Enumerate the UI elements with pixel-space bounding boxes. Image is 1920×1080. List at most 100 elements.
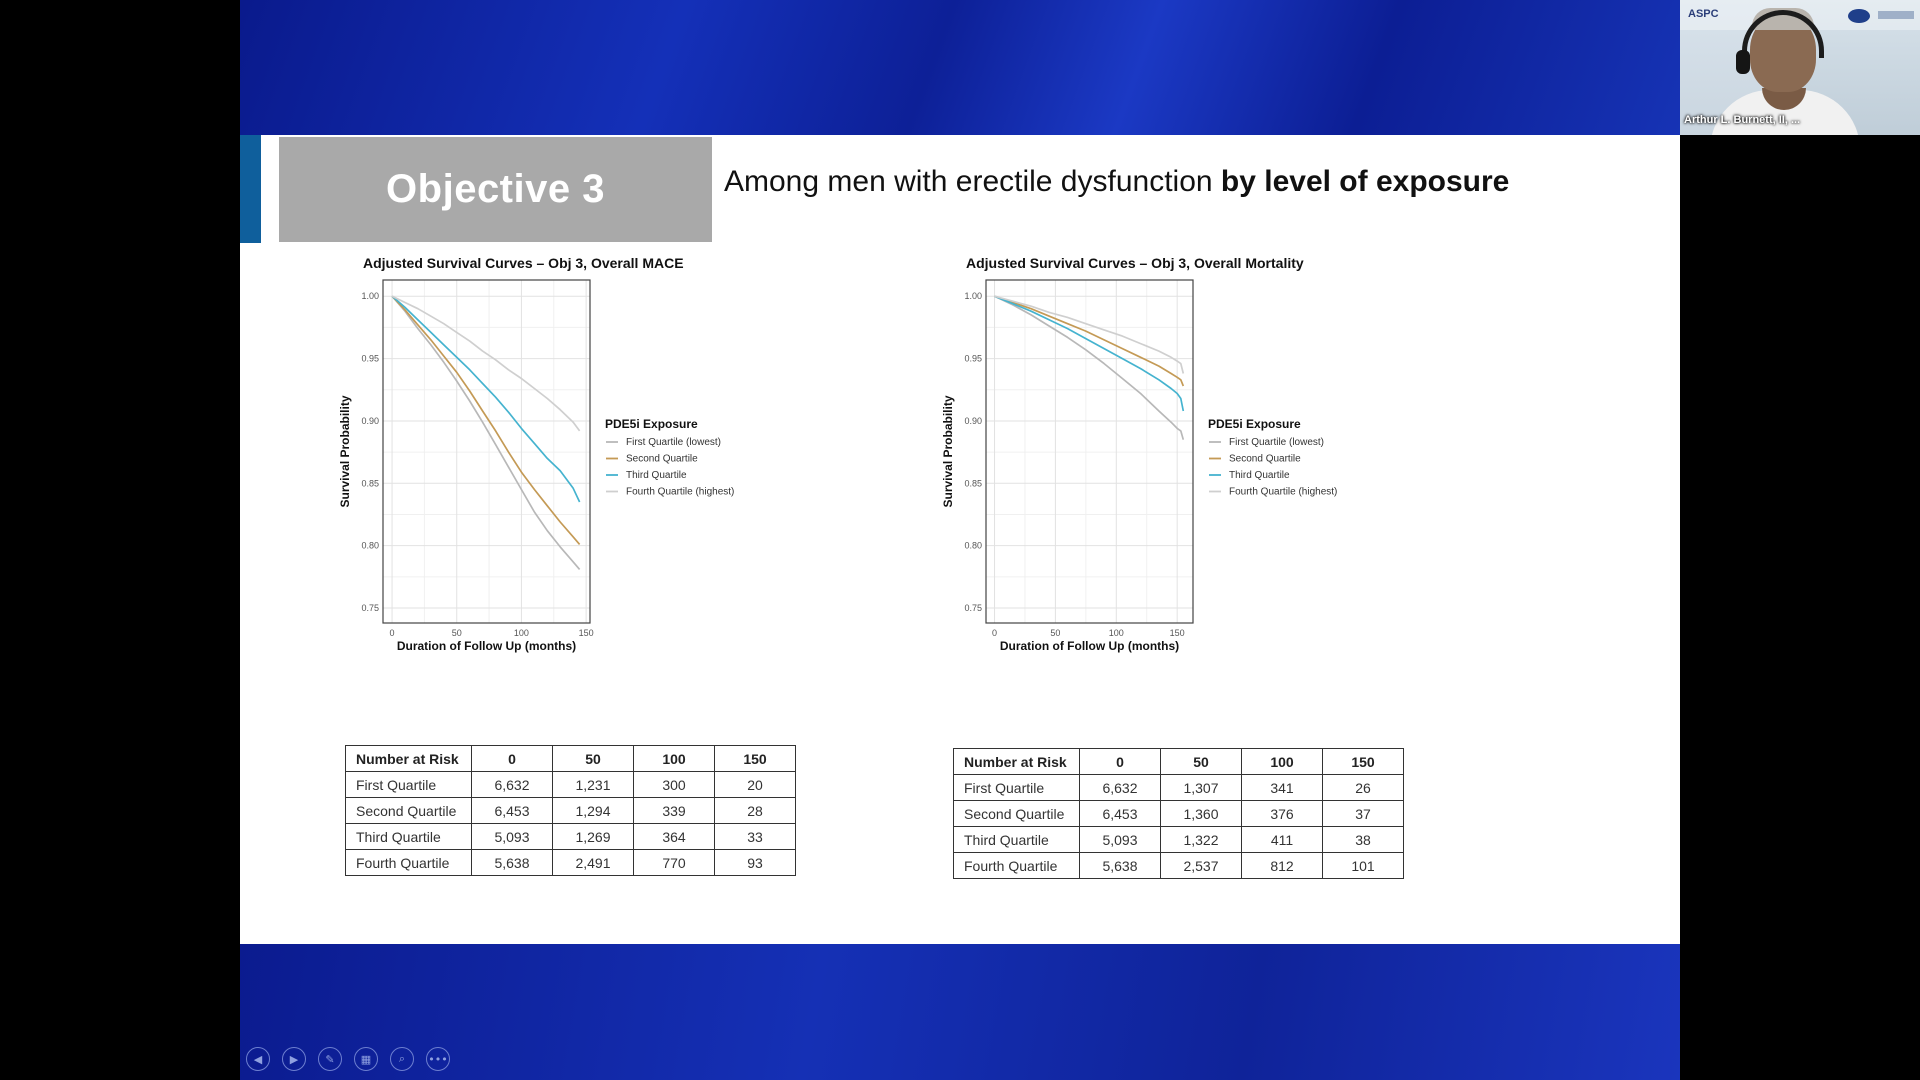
table-cell: 2,491	[552, 849, 634, 876]
next-arrow-icon: ▶	[289, 1052, 299, 1066]
table-cell: Fourth Quartile	[345, 849, 472, 876]
x-tick-label: 50	[1050, 628, 1060, 638]
table-cell: 38	[1322, 826, 1404, 853]
mace-number-at-risk-table: Number at Risk 0 50 100 150 First Quarti…	[345, 745, 796, 876]
series-line	[994, 295, 1185, 374]
series-line	[391, 295, 581, 432]
table-cell: 6,453	[471, 797, 553, 824]
accent-bar	[240, 135, 261, 243]
table-cell: 28	[714, 797, 796, 824]
participant-name-label: Arthur L. Burnett, II, ...	[1684, 114, 1801, 126]
table-row: Third Quartile 5,093 1,322 411 38	[953, 826, 1404, 853]
series-line	[994, 295, 1185, 440]
table-cell: 6,632	[1079, 774, 1161, 801]
table-cell: Third Quartile	[953, 826, 1080, 853]
series-line	[994, 295, 1185, 387]
headline-bold: by level of exposure	[1220, 165, 1510, 198]
participant-neck	[1762, 88, 1806, 110]
headset-earpiece-icon	[1736, 50, 1750, 74]
table-header-row: Number at Risk 0 50 100 150	[953, 748, 1404, 775]
table-cell: 6,632	[471, 771, 553, 798]
y-tick-label: 1.00	[964, 291, 982, 301]
plot-frame	[382, 279, 591, 624]
table-cell: 1,231	[552, 771, 634, 798]
mace-survival-chart: Adjusted Survival Curves – Obj 3, Overal…	[338, 255, 734, 653]
table-row: First Quartile 6,632 1,231 300 20	[345, 771, 796, 798]
legend-label: Fourth Quartile (highest)	[1229, 487, 1337, 498]
table-cell: 101	[1322, 852, 1404, 879]
y-axis-label: Survival Probability	[941, 395, 955, 507]
table-cell: 93	[714, 849, 796, 876]
more-options-button[interactable]: •••	[426, 1047, 450, 1071]
previous-arrow-icon: ◀	[253, 1052, 263, 1066]
table-cell: 1,322	[1160, 826, 1242, 853]
table-cell: 5,093	[471, 823, 553, 850]
zoom-button[interactable]: ⌕	[390, 1047, 414, 1071]
y-tick-label: 0.85	[964, 478, 982, 488]
legend-title: PDE5i Exposure	[605, 417, 698, 431]
table-header: 50	[552, 745, 634, 772]
x-tick-label: 0	[390, 628, 395, 638]
series-line	[391, 295, 581, 545]
slideshow-controls: ◀ ▶ ✎ ▦ ⌕ •••	[246, 1047, 450, 1073]
table-header: Number at Risk	[345, 745, 472, 772]
table-header: 50	[1160, 748, 1242, 775]
legend-label: First Quartile (lowest)	[626, 437, 721, 448]
slide-background-top	[240, 0, 1680, 135]
table-header: 100	[633, 745, 715, 772]
series-line	[391, 295, 581, 570]
objective-label: Objective 3	[279, 137, 712, 242]
pen-tool-button[interactable]: ✎	[318, 1047, 342, 1071]
x-tick-label: 150	[1170, 628, 1185, 638]
legend-label: Third Quartile	[626, 470, 687, 481]
y-tick-label: 1.00	[361, 291, 379, 301]
legend-label: Second Quartile	[626, 454, 698, 465]
table-header: 100	[1241, 748, 1323, 775]
table-cell: 26	[1322, 774, 1404, 801]
see-all-slides-button[interactable]: ▦	[354, 1047, 378, 1071]
table-cell: 812	[1241, 852, 1323, 879]
next-slide-button[interactable]: ▶	[282, 1047, 306, 1071]
y-tick-label: 0.90	[361, 416, 379, 426]
x-tick-label: 100	[1109, 628, 1124, 638]
chart-title: Adjusted Survival Curves – Obj 3, Overal…	[363, 255, 684, 271]
y-axis-label: Survival Probability	[338, 395, 352, 507]
x-axis-label: Duration of Follow Up (months)	[397, 639, 576, 653]
table-header: 150	[714, 745, 796, 772]
table-header: 0	[1079, 748, 1161, 775]
table-cell: Second Quartile	[345, 797, 472, 824]
table-header: 0	[471, 745, 553, 772]
table-cell: 2,537	[1160, 852, 1242, 879]
plot-frame	[985, 279, 1194, 624]
legend-label: Second Quartile	[1229, 454, 1301, 465]
y-tick-label: 0.95	[361, 354, 379, 364]
table-cell: 364	[633, 823, 715, 850]
table-header-row: Number at Risk 0 50 100 150	[345, 745, 796, 772]
slide-headline: Among men with erectile dysfunction by l…	[724, 165, 1509, 199]
table-cell: 37	[1322, 800, 1404, 827]
legend-label: Fourth Quartile (highest)	[626, 487, 734, 498]
table-cell: 1,360	[1160, 800, 1242, 827]
y-tick-label: 0.80	[361, 541, 379, 551]
society-logo-icon	[1848, 9, 1870, 23]
y-tick-label: 0.95	[964, 354, 982, 364]
table-cell: 6,453	[1079, 800, 1161, 827]
table-header: 150	[1322, 748, 1404, 775]
magnifier-icon: ⌕	[398, 1052, 406, 1065]
banner-text-icon	[1878, 11, 1914, 19]
mortality-survival-chart: Adjusted Survival Curves – Obj 3, Overal…	[941, 255, 1337, 653]
table-row: Fourth Quartile 5,638 2,491 770 93	[345, 849, 796, 876]
y-tick-label: 0.75	[964, 603, 982, 613]
table-row: Second Quartile 6,453 1,360 376 37	[953, 800, 1404, 827]
y-tick-label: 0.80	[964, 541, 982, 551]
previous-slide-button[interactable]: ◀	[246, 1047, 270, 1071]
pen-icon: ✎	[325, 1052, 335, 1066]
legend-label: First Quartile (lowest)	[1229, 437, 1324, 448]
chart-title: Adjusted Survival Curves – Obj 3, Overal…	[966, 255, 1304, 271]
table-row: Third Quartile 5,093 1,269 364 33	[345, 823, 796, 850]
series-line	[391, 295, 581, 503]
table-cell: 339	[633, 797, 715, 824]
headline-plain: Among men with erectile dysfunction	[724, 165, 1221, 198]
participant-video-tile[interactable]: ASPC Arthur L. Burnett, II, ...	[1680, 0, 1920, 135]
